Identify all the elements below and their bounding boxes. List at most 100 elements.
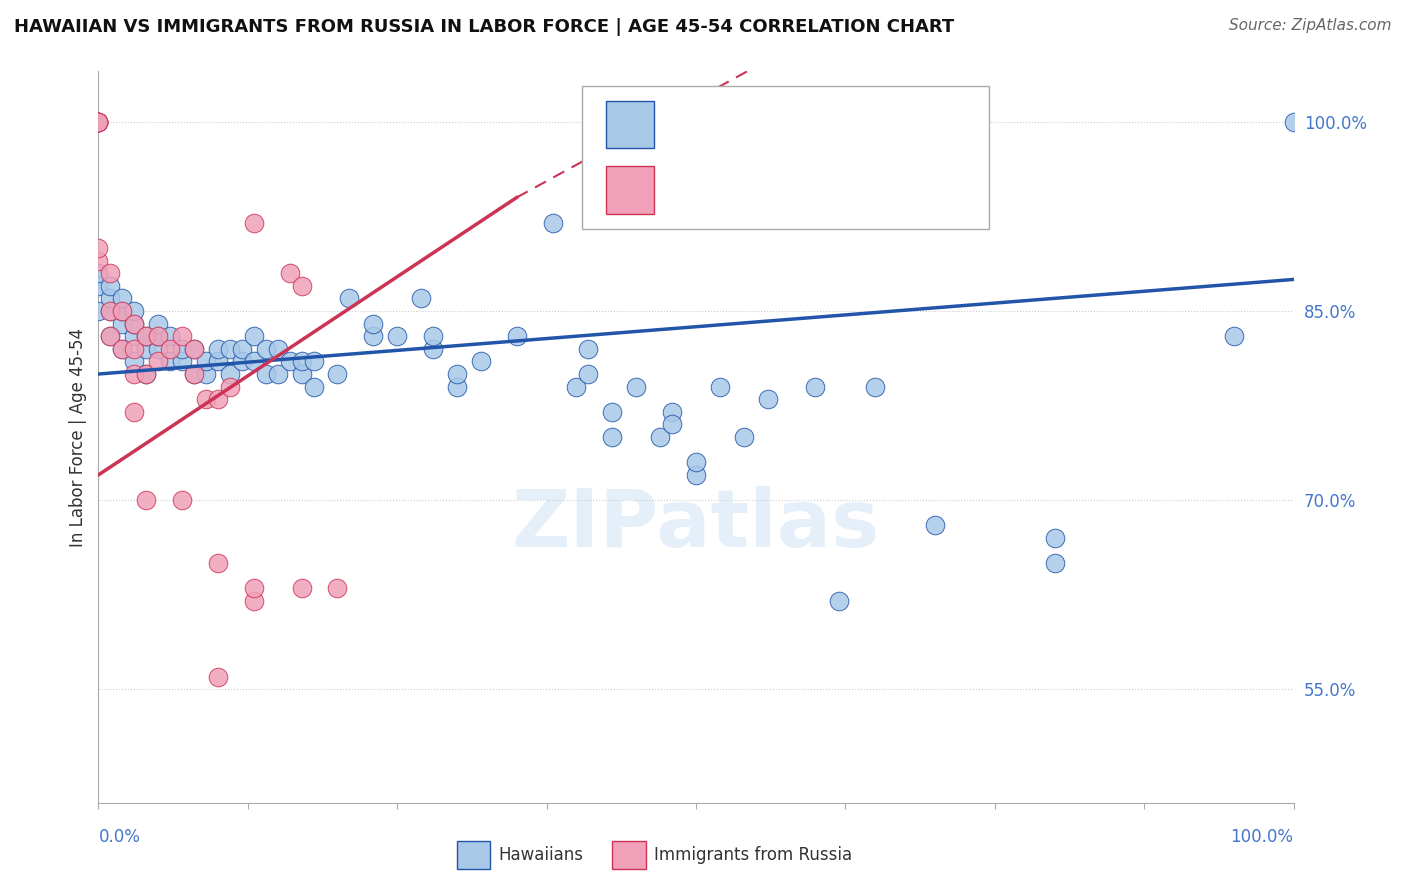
Point <box>278 354 301 368</box>
Point <box>98 266 122 280</box>
Text: R =  0.253   N = 53: R = 0.253 N = 53 <box>672 179 849 197</box>
Point <box>231 342 253 356</box>
Point <box>291 278 314 293</box>
Point <box>470 354 492 368</box>
Point <box>1223 329 1246 343</box>
Point <box>648 430 672 444</box>
Point <box>124 317 146 331</box>
Point <box>541 216 564 230</box>
Point <box>111 304 134 318</box>
Text: Source: ZipAtlas.com: Source: ZipAtlas.com <box>1229 18 1392 33</box>
Point <box>87 115 110 129</box>
Point <box>148 329 170 343</box>
Point <box>254 367 277 381</box>
Point <box>685 467 707 482</box>
Point <box>87 115 110 129</box>
Point <box>924 518 946 533</box>
Text: Hawaiians: Hawaiians <box>499 846 583 863</box>
Point <box>326 367 349 381</box>
Point <box>506 329 529 343</box>
Point <box>159 354 181 368</box>
Point <box>626 379 648 393</box>
Point <box>363 329 385 343</box>
Point <box>87 115 110 129</box>
Point <box>111 342 134 356</box>
Text: 0.0%: 0.0% <box>98 829 141 847</box>
Point <box>172 493 194 508</box>
Point <box>291 367 314 381</box>
Point <box>98 278 122 293</box>
Point <box>291 354 314 368</box>
Point <box>865 379 887 393</box>
Y-axis label: In Labor Force | Age 45-54: In Labor Force | Age 45-54 <box>69 327 87 547</box>
Text: 100.0%: 100.0% <box>1230 829 1294 847</box>
Point <box>111 317 134 331</box>
Point <box>124 354 146 368</box>
Point <box>98 329 122 343</box>
Point <box>422 342 444 356</box>
Text: Immigrants from Russia: Immigrants from Russia <box>654 846 852 863</box>
Point <box>291 582 314 596</box>
Point <box>661 405 683 419</box>
Point <box>172 342 194 356</box>
Point <box>135 493 157 508</box>
Point <box>195 367 218 381</box>
Point <box>135 367 157 381</box>
Point <box>756 392 779 407</box>
Point <box>243 329 266 343</box>
Point <box>446 367 468 381</box>
Point <box>87 115 110 129</box>
Point <box>183 367 205 381</box>
Point <box>411 291 433 305</box>
Point <box>87 115 110 129</box>
Point <box>135 367 157 381</box>
FancyBboxPatch shape <box>606 167 654 214</box>
Point <box>828 594 851 608</box>
Point <box>326 582 349 596</box>
Point <box>422 329 444 343</box>
Point <box>578 342 600 356</box>
Point <box>243 582 266 596</box>
Point <box>1043 531 1066 545</box>
Point <box>219 379 242 393</box>
Point <box>124 317 146 331</box>
Point <box>111 304 134 318</box>
Point <box>207 670 229 684</box>
Point <box>207 556 229 570</box>
Point <box>243 354 266 368</box>
Point <box>183 342 205 356</box>
Point <box>219 342 242 356</box>
Point <box>267 342 290 356</box>
Point <box>124 329 146 343</box>
FancyBboxPatch shape <box>613 841 645 869</box>
Point <box>302 354 325 368</box>
Point <box>98 304 122 318</box>
Point <box>578 367 600 381</box>
FancyBboxPatch shape <box>582 86 988 228</box>
Point <box>124 342 146 356</box>
Point <box>135 342 157 356</box>
Point <box>148 329 170 343</box>
Point <box>159 342 181 356</box>
Point <box>172 354 194 368</box>
Point <box>87 266 110 280</box>
Point <box>148 342 170 356</box>
Point <box>124 304 146 318</box>
Point <box>124 367 146 381</box>
Point <box>207 354 229 368</box>
Point <box>124 405 146 419</box>
Point <box>363 317 385 331</box>
Point <box>98 304 122 318</box>
Point <box>207 392 229 407</box>
Point <box>565 379 588 393</box>
Point <box>87 115 110 129</box>
Point <box>254 342 277 356</box>
Point <box>159 329 181 343</box>
Point <box>243 216 266 230</box>
Point <box>602 430 624 444</box>
Point <box>685 455 707 469</box>
Point <box>195 354 218 368</box>
Text: ZIPatlas: ZIPatlas <box>512 486 880 564</box>
FancyBboxPatch shape <box>457 841 491 869</box>
Point <box>804 379 827 393</box>
